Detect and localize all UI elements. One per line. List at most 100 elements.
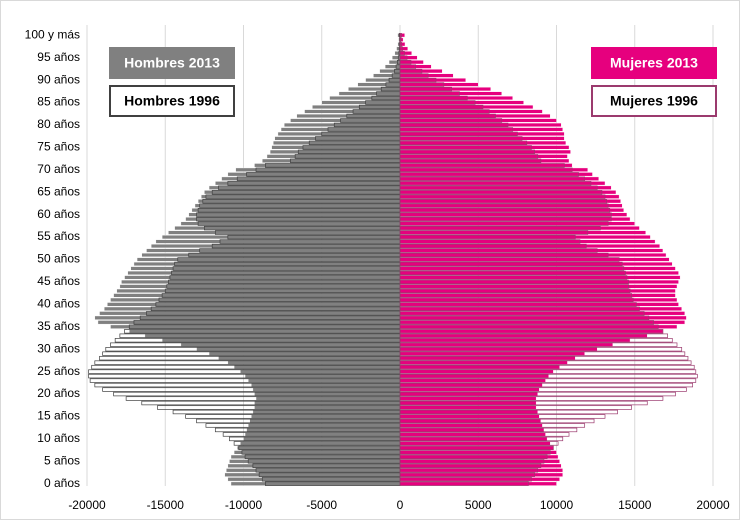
bar — [204, 190, 400, 194]
bar — [400, 258, 669, 262]
bar — [400, 47, 408, 51]
bar — [253, 410, 400, 414]
bar — [145, 334, 400, 338]
bar — [121, 280, 400, 284]
bar — [400, 406, 536, 410]
bar — [400, 289, 675, 293]
bar — [222, 177, 400, 181]
bar — [400, 276, 680, 280]
bar — [254, 392, 400, 396]
x-tick-label: -5000 — [306, 498, 337, 512]
bar — [250, 419, 400, 423]
bar — [245, 433, 400, 437]
bar — [114, 294, 400, 298]
bar — [247, 428, 400, 432]
bar — [400, 379, 546, 383]
bar — [400, 244, 660, 248]
bar — [162, 235, 400, 239]
bar — [400, 181, 605, 185]
bar — [400, 410, 538, 414]
y-tick-label: 65 años — [37, 184, 80, 198]
x-tick-label: 20000 — [696, 498, 730, 512]
bar — [400, 280, 679, 284]
bar — [389, 60, 400, 64]
bar — [218, 356, 400, 360]
legend-label: Hombres 1996 — [124, 93, 220, 109]
bar — [228, 361, 400, 365]
bar — [400, 92, 502, 96]
bar — [400, 334, 647, 338]
bar — [400, 329, 663, 333]
bar — [110, 298, 400, 302]
bar — [209, 186, 400, 190]
bar — [400, 401, 536, 405]
bar — [400, 446, 553, 450]
bar — [248, 379, 400, 383]
bar — [330, 96, 400, 100]
bar — [400, 150, 571, 154]
bar — [400, 141, 566, 145]
y-tick-label: 45 años — [37, 274, 80, 288]
bar — [373, 74, 400, 78]
bar — [162, 338, 400, 342]
bar — [400, 51, 412, 55]
y-tick-label: 35 años — [37, 319, 80, 333]
y-tick-label: 85 años — [37, 95, 80, 109]
bar — [400, 155, 567, 159]
bar — [400, 132, 564, 136]
bar — [110, 325, 400, 329]
bar — [400, 159, 569, 163]
bar — [400, 473, 563, 477]
bar — [400, 253, 666, 257]
bar — [400, 249, 663, 253]
bar — [400, 222, 635, 226]
bar — [254, 163, 400, 167]
bar — [128, 271, 400, 275]
bar — [229, 459, 400, 463]
bar — [392, 56, 400, 60]
bar — [278, 132, 400, 136]
bar — [400, 451, 557, 455]
bar — [297, 114, 400, 118]
bar — [400, 163, 572, 167]
y-tick-label: 30 años — [37, 341, 80, 355]
bar — [400, 303, 679, 307]
bar — [400, 365, 560, 369]
bar — [400, 235, 650, 239]
bar — [275, 137, 400, 141]
x-tick-label: -15000 — [147, 498, 185, 512]
bar — [142, 253, 400, 257]
bar — [272, 146, 400, 150]
bar — [226, 468, 400, 472]
bar — [400, 343, 613, 347]
bar — [400, 69, 442, 73]
bar — [380, 69, 400, 73]
bar — [254, 401, 400, 405]
bar — [400, 204, 622, 208]
bar — [400, 101, 524, 105]
bar — [400, 437, 547, 441]
bar — [400, 172, 592, 176]
bar — [400, 87, 491, 91]
bar — [290, 119, 400, 123]
x-tick-label: 0 — [397, 498, 404, 512]
x-tick-label: 10000 — [540, 498, 574, 512]
bar — [228, 464, 400, 468]
bar — [400, 74, 453, 78]
bar — [273, 141, 400, 145]
x-tick-label: -20000 — [68, 498, 106, 512]
bar — [156, 240, 400, 244]
bar — [400, 370, 553, 374]
bar — [107, 303, 400, 307]
bar — [400, 38, 403, 42]
bar — [400, 190, 616, 194]
y-tick-label: 70 años — [37, 162, 80, 176]
bar — [400, 137, 564, 141]
bar — [322, 101, 400, 105]
bar — [385, 65, 400, 69]
bar — [231, 482, 400, 486]
bar — [129, 329, 400, 333]
y-tick-label: 100 y más — [25, 27, 80, 41]
bar — [104, 307, 400, 311]
